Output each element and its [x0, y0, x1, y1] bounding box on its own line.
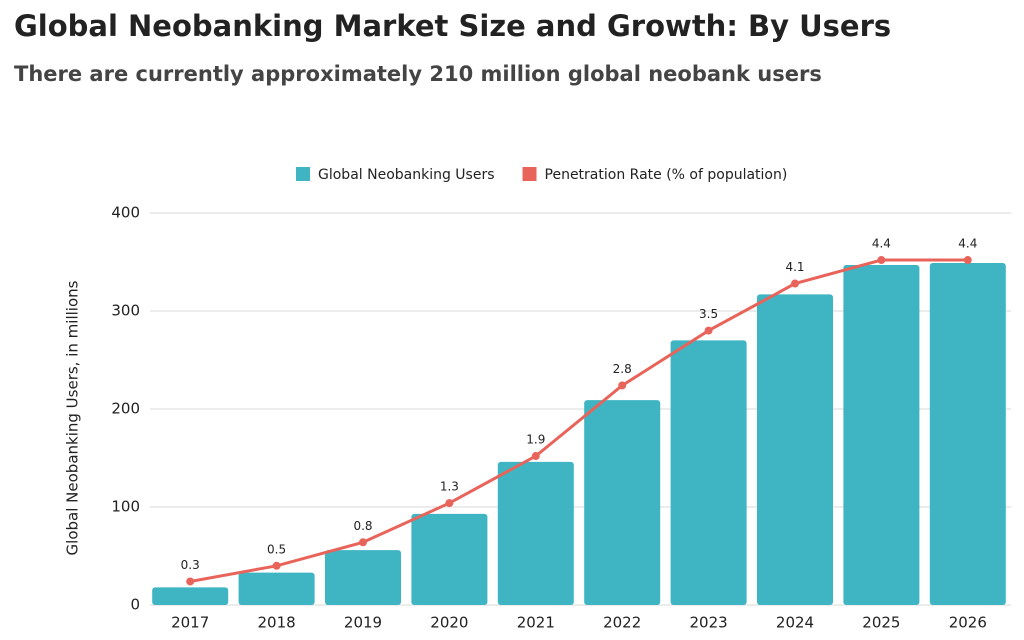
line-point — [704, 326, 713, 335]
data-label: 4.1 — [785, 260, 804, 274]
x-tick-label: 2026 — [949, 614, 987, 632]
line-point — [618, 381, 627, 390]
x-tick-label: 2025 — [862, 614, 900, 632]
bar — [584, 400, 661, 605]
data-label: 4.4 — [958, 237, 977, 251]
line-point — [272, 561, 281, 570]
x-tick-label: 2024 — [776, 614, 814, 632]
line-point — [791, 279, 799, 288]
data-label: 2.8 — [613, 362, 632, 376]
legend-swatch — [522, 167, 537, 181]
x-tick-label: 2017 — [171, 614, 209, 632]
legend-label: Global Neobanking Users — [318, 167, 495, 183]
y-tick-label: 100 — [111, 498, 140, 516]
bar — [238, 572, 315, 605]
x-tick-label: 2019 — [344, 614, 382, 632]
data-label: 1.3 — [440, 480, 459, 494]
y-tick-label: 0 — [130, 596, 140, 614]
bar — [670, 340, 747, 605]
line-point — [359, 538, 367, 547]
data-label: 1.9 — [526, 433, 545, 447]
data-label: 0.8 — [353, 519, 372, 533]
x-tick-label: 2021 — [517, 614, 555, 632]
x-tick-label: 2020 — [430, 614, 468, 632]
line — [189, 258, 968, 583]
y-tick-label: 300 — [111, 302, 140, 320]
data-label: 3.5 — [699, 307, 718, 321]
bar — [411, 513, 488, 605]
y-axis-label: Global Neobanking Users, in millions — [64, 280, 82, 555]
bar — [929, 262, 1006, 605]
line-point — [531, 452, 540, 461]
y-tick-label: 400 — [111, 204, 140, 222]
y-tick-label: 200 — [111, 400, 140, 418]
chart-subtitle: There are currently approximately 210 mi… — [14, 62, 822, 86]
bar — [152, 587, 229, 605]
x-tick-label: 2022 — [603, 614, 641, 632]
line-point — [963, 256, 972, 265]
legend-label: Penetration Rate (% of population) — [545, 167, 788, 183]
bar — [497, 461, 574, 605]
legend-swatch — [296, 167, 310, 181]
data-label: 0.3 — [181, 558, 200, 572]
bar — [756, 294, 834, 605]
data-label: 0.5 — [267, 542, 286, 556]
x-tick-label: 2023 — [690, 614, 728, 632]
line-point — [186, 577, 195, 586]
bar — [324, 550, 402, 605]
x-tick-label: 2018 — [258, 614, 296, 632]
line-point — [445, 499, 454, 508]
data-label: 4.4 — [872, 237, 891, 251]
line-point — [877, 256, 886, 265]
chart-title: Global Neobanking Market Size and Growth… — [14, 9, 891, 43]
bar — [843, 264, 920, 605]
